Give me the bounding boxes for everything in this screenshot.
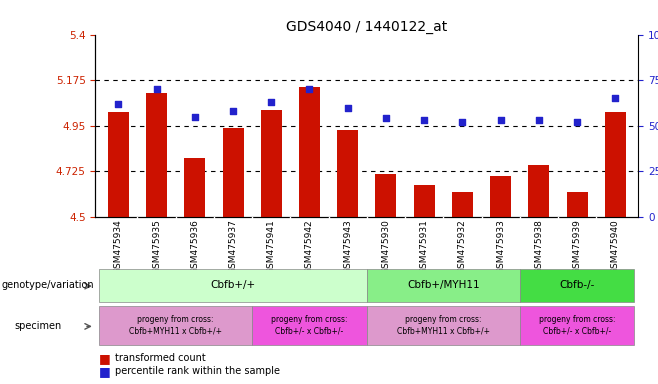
- Text: GSM475932: GSM475932: [458, 220, 467, 274]
- Text: GSM475942: GSM475942: [305, 220, 314, 274]
- Text: GSM475930: GSM475930: [382, 220, 390, 274]
- Text: progeny from cross:
Cbfb+MYH11 x Cbfb+/+: progeny from cross: Cbfb+MYH11 x Cbfb+/+: [129, 315, 222, 336]
- Bar: [528, 165, 549, 217]
- Bar: [367, 306, 520, 345]
- Point: [495, 117, 506, 123]
- Point: [266, 99, 276, 105]
- Point: [342, 104, 353, 111]
- Text: GSM475941: GSM475941: [266, 220, 276, 274]
- Text: Cbfb+/MYH11: Cbfb+/MYH11: [407, 280, 480, 290]
- Text: Cbfb-/-: Cbfb-/-: [559, 280, 595, 290]
- Bar: [99, 306, 252, 345]
- Bar: [567, 192, 588, 217]
- Bar: [605, 112, 626, 217]
- Text: progeny from cross:
Cbfb+/- x Cbfb+/-: progeny from cross: Cbfb+/- x Cbfb+/-: [271, 315, 347, 336]
- Bar: [146, 93, 167, 217]
- Point: [113, 101, 124, 107]
- Bar: [414, 185, 435, 217]
- Text: transformed count: transformed count: [115, 353, 206, 363]
- Bar: [376, 174, 397, 217]
- Title: GDS4040 / 1440122_at: GDS4040 / 1440122_at: [286, 20, 447, 33]
- Text: GSM475943: GSM475943: [343, 220, 352, 274]
- Bar: [367, 269, 520, 301]
- Bar: [299, 87, 320, 217]
- Point: [228, 108, 238, 114]
- Text: percentile rank within the sample: percentile rank within the sample: [115, 366, 280, 376]
- Text: GSM475938: GSM475938: [534, 220, 544, 274]
- Point: [572, 119, 582, 125]
- Bar: [108, 112, 129, 217]
- Text: GSM475940: GSM475940: [611, 220, 620, 274]
- Bar: [337, 130, 358, 217]
- Text: progeny from cross:
Cbfb+/- x Cbfb+/-: progeny from cross: Cbfb+/- x Cbfb+/-: [539, 315, 615, 336]
- Bar: [520, 269, 634, 301]
- Bar: [452, 192, 473, 217]
- Point: [534, 117, 544, 123]
- Text: GSM475939: GSM475939: [572, 220, 582, 274]
- Bar: [99, 269, 367, 301]
- Point: [419, 117, 430, 123]
- Bar: [222, 128, 243, 217]
- Point: [610, 95, 620, 101]
- Text: progeny from cross:
Cbfb+MYH11 x Cbfb+/+: progeny from cross: Cbfb+MYH11 x Cbfb+/+: [397, 315, 490, 336]
- Point: [457, 119, 468, 125]
- Text: specimen: specimen: [14, 321, 62, 331]
- Point: [190, 114, 200, 120]
- Text: GSM475934: GSM475934: [114, 220, 123, 274]
- Bar: [520, 306, 634, 345]
- Bar: [184, 158, 205, 217]
- Text: GSM475933: GSM475933: [496, 220, 505, 274]
- Point: [381, 116, 392, 122]
- Bar: [252, 306, 367, 345]
- Bar: [261, 109, 282, 217]
- Text: genotype/variation: genotype/variation: [1, 280, 94, 290]
- Point: [304, 86, 315, 93]
- Text: GSM475937: GSM475937: [228, 220, 238, 274]
- Text: ■: ■: [99, 365, 111, 378]
- Text: GSM475935: GSM475935: [152, 220, 161, 274]
- Text: GSM475931: GSM475931: [420, 220, 428, 274]
- Bar: [490, 176, 511, 217]
- Text: GSM475936: GSM475936: [190, 220, 199, 274]
- Point: [151, 86, 162, 93]
- Text: ■: ■: [99, 352, 111, 365]
- Text: Cbfb+/+: Cbfb+/+: [211, 280, 255, 290]
